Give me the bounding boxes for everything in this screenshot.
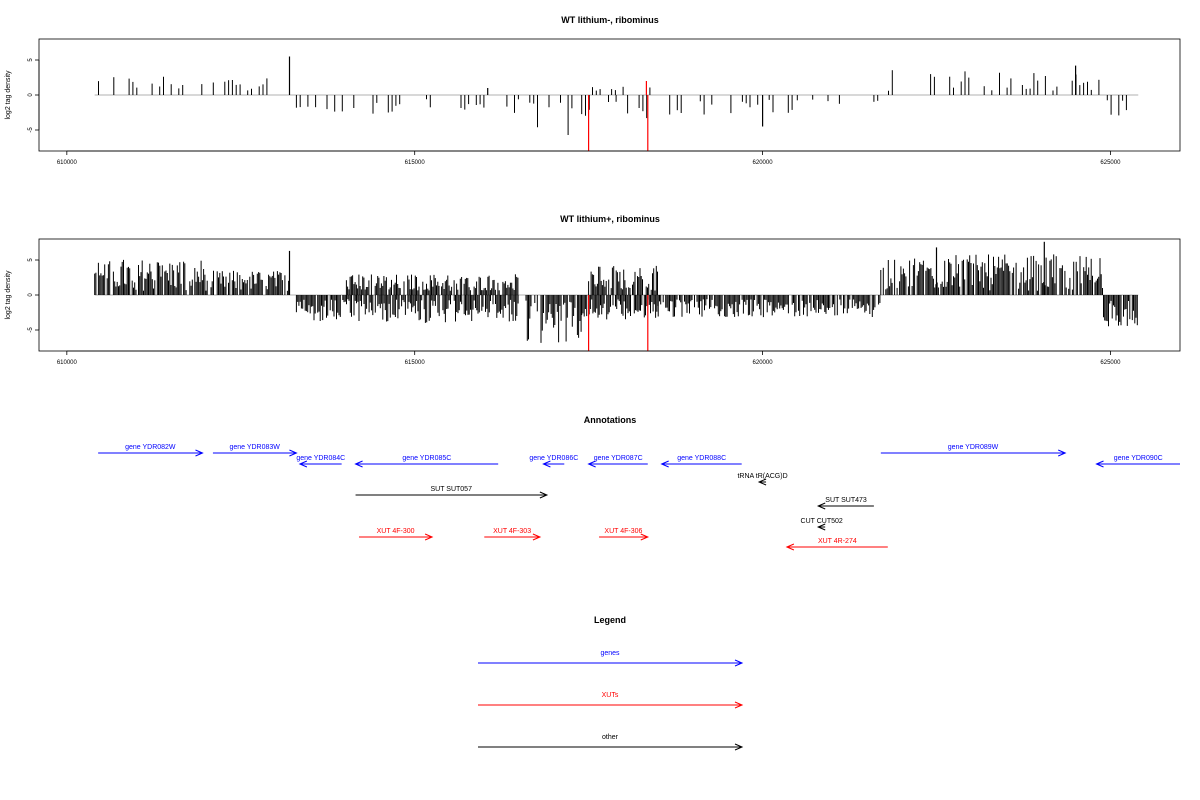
annotations-section: Annotations gene YDR082W gene YDR083Wgene… bbox=[98, 415, 1180, 551]
y-tick-label: -5 bbox=[28, 327, 34, 333]
arrow-right-icon bbox=[1058, 449, 1067, 457]
annotation-feature: gene YDR082W bbox=[98, 444, 204, 457]
annotation-feature: CUT CUT502 bbox=[801, 518, 843, 531]
legend-section: Legend genes XUTs other bbox=[478, 615, 744, 751]
feature-label: gene YDR086C bbox=[529, 455, 578, 462]
panel-title: WT lithium+, ribominus bbox=[560, 214, 660, 224]
arrow-right-icon bbox=[424, 533, 434, 541]
annotation-feature: gene YDR090C bbox=[1095, 455, 1180, 468]
annotation-feature: XUT 4F-303 bbox=[484, 528, 542, 541]
arrow-left-icon bbox=[660, 460, 669, 468]
annotation-feature: gene YDR083W bbox=[212, 444, 298, 457]
annotation-track: gene YDR082W gene YDR083W gene YDR084C gene… bbox=[98, 444, 1180, 551]
arrow-right-icon bbox=[289, 449, 298, 457]
annotation-feature: gene YDR089W bbox=[880, 444, 1067, 457]
x-tick-label: 625000 bbox=[1100, 160, 1121, 166]
annotation-feature: gene YDR088C bbox=[660, 455, 742, 468]
annotation-feature: tRNA tR(ACG)D bbox=[737, 473, 788, 486]
feature-label: XUT 4F-303 bbox=[493, 528, 531, 535]
x-tick-label: 615000 bbox=[405, 160, 426, 166]
feature-label: gene YDR089W bbox=[948, 444, 999, 451]
legend-entry: genes bbox=[478, 650, 744, 667]
annotation-feature: gene YDR086C bbox=[529, 455, 578, 468]
feature-label: tRNA tR(ACG)D bbox=[737, 473, 787, 480]
x-tick-label: 620000 bbox=[753, 360, 774, 366]
legend: genes XUTs other bbox=[478, 650, 744, 751]
legend-title: Legend bbox=[594, 615, 626, 625]
feature-label: gene YDR083W bbox=[229, 444, 280, 451]
x-axis: 610000 615000 620000 625000 bbox=[57, 150, 1121, 166]
annotations-title: Annotations bbox=[584, 415, 637, 425]
legend-label: XUTs bbox=[602, 692, 619, 699]
arrow-right-icon bbox=[195, 449, 204, 457]
x-tick-label: 625000 bbox=[1100, 360, 1121, 366]
arrow-right-icon bbox=[734, 659, 744, 667]
feature-label: XUT 4R-274 bbox=[818, 538, 857, 545]
feature-label: SUT SUT057 bbox=[430, 486, 472, 493]
arrow-right-icon bbox=[532, 533, 542, 541]
x-tick-label: 615000 bbox=[405, 360, 426, 366]
x-tick-label: 610000 bbox=[57, 160, 78, 166]
feature-label: gene YDR090C bbox=[1114, 455, 1163, 462]
arrow-right-icon bbox=[734, 701, 744, 709]
arrow-left-icon bbox=[757, 478, 767, 486]
legend-label: other bbox=[602, 734, 619, 741]
panel-title: WT lithium-, ribominus bbox=[561, 15, 659, 25]
panel-lithium-minus: WT lithium-, ribominus log2 tag density … bbox=[5, 15, 1181, 166]
arrow-right-icon bbox=[640, 533, 650, 541]
x-tick-label: 620000 bbox=[753, 160, 774, 166]
annotation-feature: gene YDR085C bbox=[354, 455, 499, 468]
y-tick-label: 5 bbox=[28, 258, 34, 262]
arrow-left-icon bbox=[816, 523, 826, 531]
y-axis: -5 0 5 bbox=[28, 258, 40, 333]
feature-label: gene YDR082W bbox=[125, 444, 176, 451]
arrow-left-icon bbox=[354, 460, 363, 468]
arrow-left-icon bbox=[542, 460, 551, 468]
x-axis: 610000 615000 620000 625000 bbox=[57, 350, 1121, 366]
annotation-feature: XUT 4F-306 bbox=[599, 528, 650, 541]
density-bars bbox=[98, 56, 1127, 151]
arrow-right-icon bbox=[539, 491, 549, 499]
y-axis-label: log2 tag density bbox=[5, 70, 12, 120]
annotation-feature: XUT 4R-274 bbox=[785, 538, 888, 551]
feature-label: gene YDR087C bbox=[594, 455, 643, 462]
x-tick-label: 610000 bbox=[57, 360, 78, 366]
legend-entry: XUTs bbox=[478, 692, 744, 709]
annotation-feature: gene YDR084C bbox=[296, 455, 345, 468]
feature-label: gene YDR088C bbox=[677, 455, 726, 462]
y-tick-label: 0 bbox=[28, 293, 34, 297]
arrow-left-icon bbox=[1095, 460, 1104, 468]
annotation-feature: SUT SUT057 bbox=[355, 486, 549, 499]
y-axis: -5 0 5 bbox=[28, 58, 40, 133]
feature-label: gene YDR085C bbox=[402, 455, 451, 462]
y-tick-label: 5 bbox=[28, 58, 34, 62]
legend-label: genes bbox=[600, 650, 620, 657]
y-tick-label: -5 bbox=[28, 127, 34, 133]
arrow-left-icon bbox=[298, 460, 308, 468]
annotation-feature: gene YDR087C bbox=[587, 455, 648, 468]
feature-label: SUT SUT473 bbox=[825, 497, 867, 504]
arrow-right-icon bbox=[734, 743, 744, 751]
y-tick-label: 0 bbox=[28, 93, 34, 97]
arrow-left-icon bbox=[587, 460, 596, 468]
panel-lithium-plus: WT lithium+, ribominus log2 tag density … bbox=[5, 214, 1181, 366]
feature-label: gene YDR084C bbox=[296, 455, 345, 462]
density-bars bbox=[94, 241, 1138, 351]
arrow-left-icon bbox=[816, 502, 826, 510]
annotation-feature: SUT SUT473 bbox=[816, 497, 874, 510]
legend-entry: other bbox=[478, 734, 744, 751]
y-axis-label: log2 tag density bbox=[5, 270, 12, 320]
feature-label: CUT CUT502 bbox=[801, 518, 843, 525]
arrow-left-icon bbox=[785, 543, 795, 551]
feature-label: XUT 4F-300 bbox=[377, 528, 415, 535]
annotation-feature: XUT 4F-300 bbox=[359, 528, 434, 541]
feature-label: XUT 4F-306 bbox=[604, 528, 642, 535]
